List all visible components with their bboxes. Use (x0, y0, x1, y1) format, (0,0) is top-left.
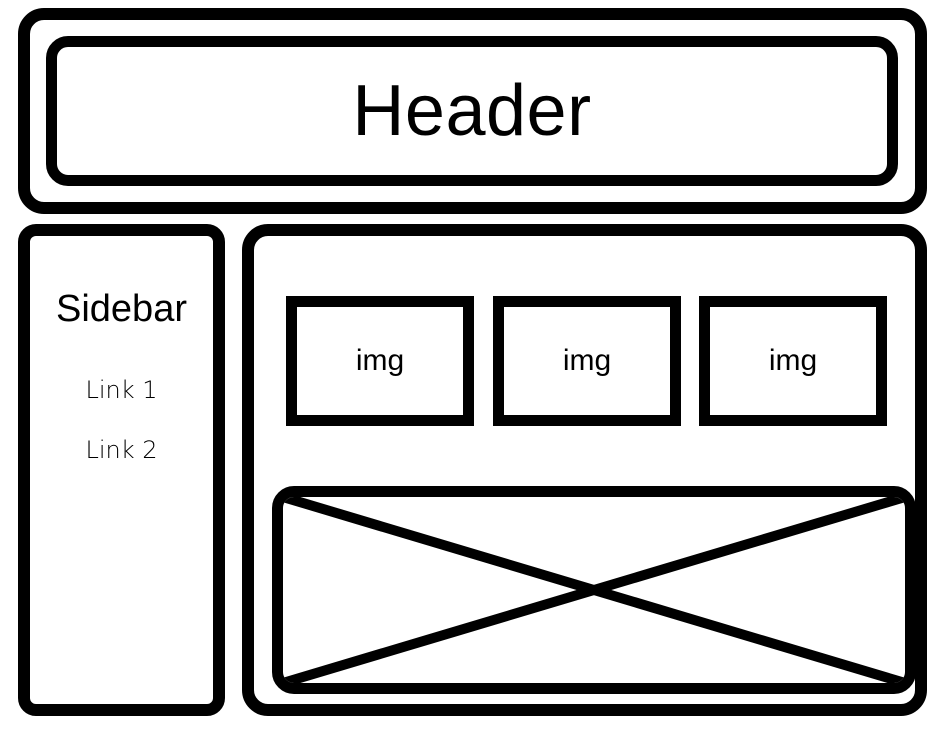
image-placeholder-2: img (493, 296, 681, 426)
header-title: Header (352, 71, 592, 151)
image-label: img (562, 344, 612, 377)
header: Header (46, 36, 898, 186)
sidebar-link-1[interactable]: Link 1 (85, 376, 158, 404)
image-placeholder-3: img (699, 296, 887, 426)
media-placeholder (272, 486, 916, 694)
main-content: img img img (242, 224, 927, 716)
image-label: img (355, 344, 405, 377)
sidebar-title: Sidebar (56, 288, 187, 330)
cross-placeholder-icon (283, 497, 905, 683)
sidebar: Sidebar Link 1 Link 2 (18, 224, 225, 716)
sidebar-link-2[interactable]: Link 2 (85, 436, 158, 464)
image-placeholder-1: img (286, 296, 474, 426)
image-label: img (768, 344, 818, 377)
